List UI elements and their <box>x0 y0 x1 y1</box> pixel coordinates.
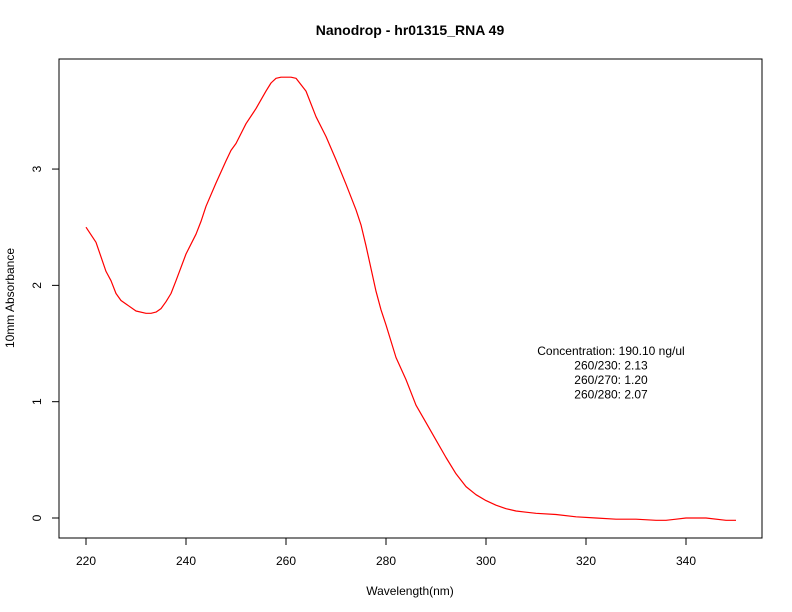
annotation-concentration: Concentration: 190.10 ng/ul <box>537 344 684 358</box>
chart-title: Nanodrop - hr01315_RNA 49 <box>316 22 505 38</box>
x-axis-label: Wavelength(nm) <box>366 584 454 598</box>
x-tick-label-240: 240 <box>176 554 196 568</box>
series-group <box>85 76 736 521</box>
y-tick-label-1: 1 <box>30 398 44 405</box>
x-tick-label-260: 260 <box>276 554 296 568</box>
y-tick-label-3: 3 <box>30 165 44 172</box>
series-line-0 <box>85 76 736 521</box>
x-axis: 220 240 260 280 300 320 340 <box>76 538 696 568</box>
plot-frame <box>58 58 763 539</box>
y-tick-label-2: 2 <box>30 282 44 289</box>
x-tick-label-320: 320 <box>576 554 596 568</box>
x-tick-label-280: 280 <box>376 554 396 568</box>
y-axis-label: 10mm Absorbance <box>3 248 17 348</box>
y-tick-label-0: 0 <box>30 514 44 521</box>
x-tick-label-300: 300 <box>476 554 496 568</box>
y-axis: 0 1 2 3 <box>30 165 59 521</box>
x-tick-label-220: 220 <box>76 554 96 568</box>
annotation-ratio-260-280: 260/280: 2.07 <box>574 388 648 402</box>
annotation-ratio-260-230: 260/230: 2.13 <box>574 359 648 373</box>
annotation-ratio-260-270: 260/270: 1.20 <box>574 373 648 387</box>
annotation-group: Concentration: 190.10 ng/ul 260/230: 2.1… <box>537 344 684 402</box>
x-tick-label-340: 340 <box>676 554 696 568</box>
